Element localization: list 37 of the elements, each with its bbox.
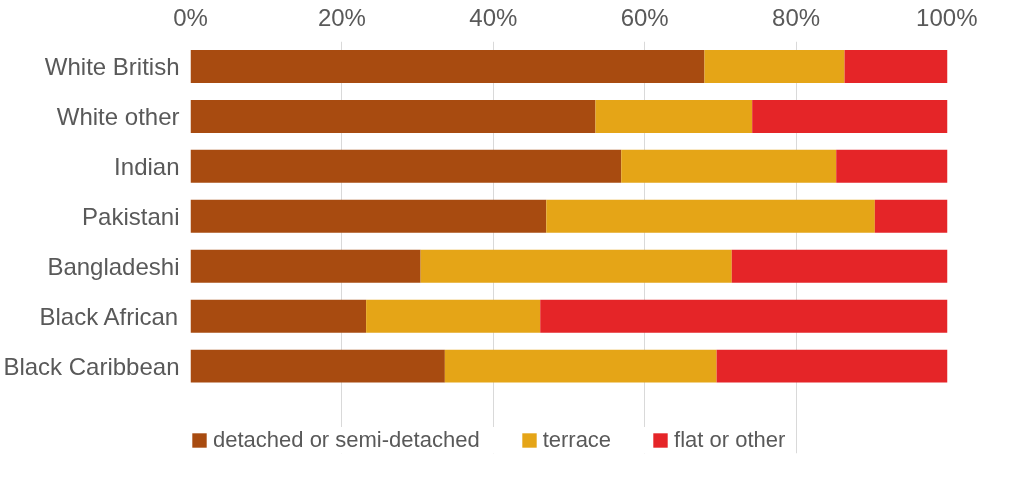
bar <box>190 149 622 183</box>
legend-label: terrace <box>542 427 612 453</box>
bar <box>836 149 948 183</box>
bar <box>190 349 445 383</box>
x-tick-label: 20% <box>317 3 366 31</box>
y-tick-label: White British <box>44 52 180 80</box>
x-tick-label: 0% <box>173 3 208 31</box>
bar <box>190 199 547 233</box>
x-tick-label: 60% <box>620 3 669 31</box>
x-tick-label: 100% <box>916 3 978 31</box>
bar <box>716 349 948 383</box>
bar <box>595 99 753 133</box>
legend-label: detached or semi-detached <box>213 427 480 453</box>
bar <box>190 249 421 283</box>
y-tick-label: Black African <box>39 302 179 330</box>
y-tick-label: Bangladeshi <box>47 252 180 280</box>
y-tick-label: White other <box>56 102 180 130</box>
y-tick-label: Black Caribbean <box>3 352 180 380</box>
bar <box>444 349 717 383</box>
x-tick-label: 80% <box>772 3 821 31</box>
bar <box>546 199 875 233</box>
bar <box>874 199 948 233</box>
bar <box>420 249 732 283</box>
y-tick-label: Indian <box>114 152 180 180</box>
bar <box>752 99 948 133</box>
bar <box>844 49 948 83</box>
x-tick-label: 40% <box>469 3 518 31</box>
bar <box>731 249 948 283</box>
bar <box>540 299 948 333</box>
bar <box>366 299 541 333</box>
legend-label: flat or other <box>674 427 786 453</box>
bar <box>190 99 596 133</box>
bar <box>190 299 367 333</box>
y-tick-label: Pakistani <box>82 202 180 230</box>
bar <box>190 49 705 83</box>
bar <box>621 149 837 183</box>
bar <box>704 49 845 83</box>
